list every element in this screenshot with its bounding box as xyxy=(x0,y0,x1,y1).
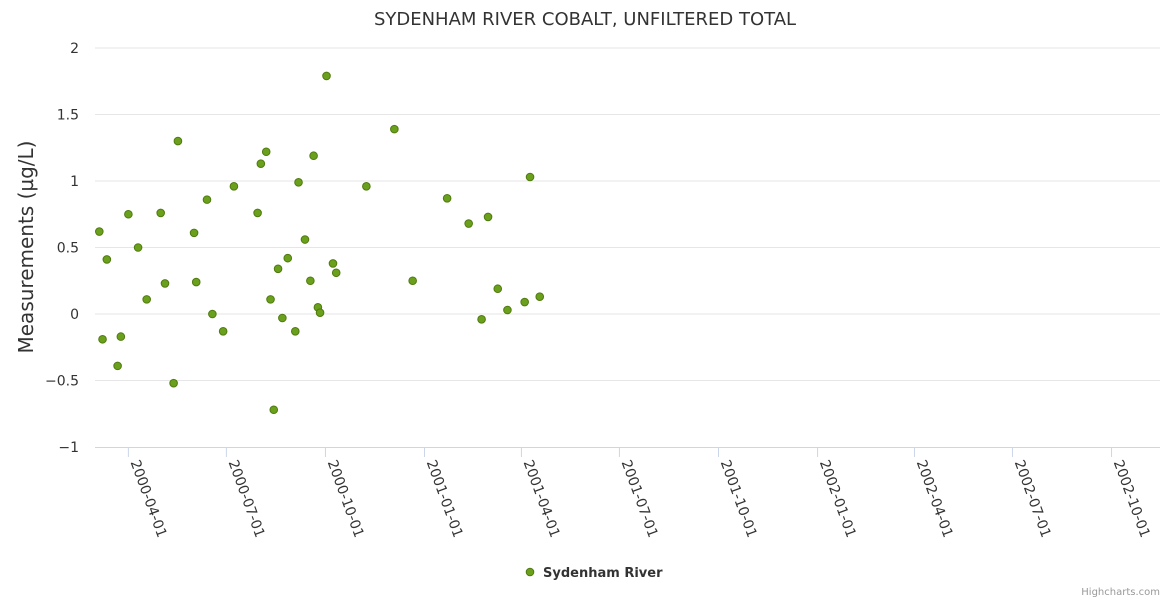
data-point[interactable] xyxy=(520,297,529,307)
data-point[interactable] xyxy=(169,378,178,388)
data-point[interactable] xyxy=(160,279,170,288)
x-tick-label: 2001-01-01 xyxy=(423,458,466,540)
x-tick-label: 2001-04-01 xyxy=(520,458,563,540)
data-point[interactable] xyxy=(98,334,107,344)
data-point[interactable] xyxy=(408,276,417,286)
legend-label[interactable]: Sydenham River xyxy=(543,566,663,581)
data-point[interactable] xyxy=(442,193,452,203)
data-point[interactable] xyxy=(269,405,279,415)
data-point[interactable] xyxy=(322,71,331,81)
data-point[interactable] xyxy=(477,315,486,324)
data-point[interactable] xyxy=(189,228,199,238)
x-axis-ticks: 2000-04-01 2000-07-01 2000-10-01 2001-01-01… xyxy=(127,447,1153,540)
x-tick-label: 2000-07-01 xyxy=(225,458,268,540)
data-point[interactable] xyxy=(283,253,293,263)
data-points xyxy=(95,71,545,415)
x-tick-label: 2001-07-01 xyxy=(618,458,661,540)
data-point[interactable] xyxy=(261,147,271,157)
y-tick-label: 1 xyxy=(70,174,79,190)
y-tick-label: 2 xyxy=(70,41,79,57)
legend-marker-icon[interactable] xyxy=(525,567,535,577)
data-point[interactable] xyxy=(464,219,473,228)
data-point[interactable] xyxy=(202,195,212,204)
data-point[interactable] xyxy=(95,227,104,236)
data-point[interactable] xyxy=(102,255,112,264)
data-point[interactable] xyxy=(535,292,545,302)
data-point[interactable] xyxy=(306,276,315,286)
data-point[interactable] xyxy=(156,208,165,218)
x-tick-label: 2002-04-01 xyxy=(913,458,956,540)
data-point[interactable] xyxy=(525,172,535,182)
data-point[interactable] xyxy=(273,264,283,274)
data-point[interactable] xyxy=(173,136,183,146)
data-point[interactable] xyxy=(116,332,126,341)
x-tick-label: 2000-10-01 xyxy=(324,458,367,540)
data-point[interactable] xyxy=(133,243,143,252)
chart-title: SYDENHAM RIVER COBALT, UNFILTERED TOTAL xyxy=(374,9,796,30)
y-axis-label: Measurements (µg/L) xyxy=(14,141,38,354)
y-tick-label: 0 xyxy=(70,307,79,323)
data-point[interactable] xyxy=(290,326,300,336)
y-tick-label: −0.5 xyxy=(45,374,79,390)
data-point[interactable] xyxy=(278,313,287,323)
data-point[interactable] xyxy=(503,305,512,315)
grid-lines xyxy=(95,47,1160,381)
y-tick-label: −1 xyxy=(58,440,79,456)
data-point[interactable] xyxy=(142,295,151,304)
data-point[interactable] xyxy=(266,295,275,304)
data-point[interactable] xyxy=(113,361,122,371)
data-point[interactable] xyxy=(309,151,318,161)
data-point[interactable] xyxy=(390,124,399,134)
data-point[interactable] xyxy=(300,235,310,244)
y-tick-label: 0.5 xyxy=(57,241,79,257)
x-tick-label: 2001-10-01 xyxy=(717,458,760,540)
data-point[interactable] xyxy=(256,159,266,169)
y-tick-label: 1.5 xyxy=(57,108,79,124)
legend[interactable]: Sydenham River xyxy=(525,566,663,581)
x-tick-label: 2002-01-01 xyxy=(816,458,859,540)
data-point[interactable] xyxy=(315,308,325,317)
data-point[interactable] xyxy=(294,178,303,187)
data-point[interactable] xyxy=(253,208,262,218)
x-tick-label: 2002-10-01 xyxy=(1110,458,1153,540)
data-point[interactable] xyxy=(493,284,503,294)
data-point[interactable] xyxy=(331,268,341,278)
data-point[interactable] xyxy=(328,259,338,268)
credits-link[interactable]: Highcharts.com xyxy=(1081,587,1160,598)
data-point[interactable] xyxy=(229,182,239,191)
y-axis-ticks: −1 −0.5 0 0.5 1 1.5 2 xyxy=(45,41,79,456)
data-point[interactable] xyxy=(483,212,493,222)
data-point[interactable] xyxy=(208,309,217,319)
x-tick-label: 2000-04-01 xyxy=(127,458,170,540)
data-point[interactable] xyxy=(191,277,201,287)
data-point[interactable] xyxy=(218,326,228,336)
x-tick-label: 2002-07-01 xyxy=(1011,458,1054,540)
data-point[interactable] xyxy=(362,182,371,191)
data-point[interactable] xyxy=(124,209,133,219)
